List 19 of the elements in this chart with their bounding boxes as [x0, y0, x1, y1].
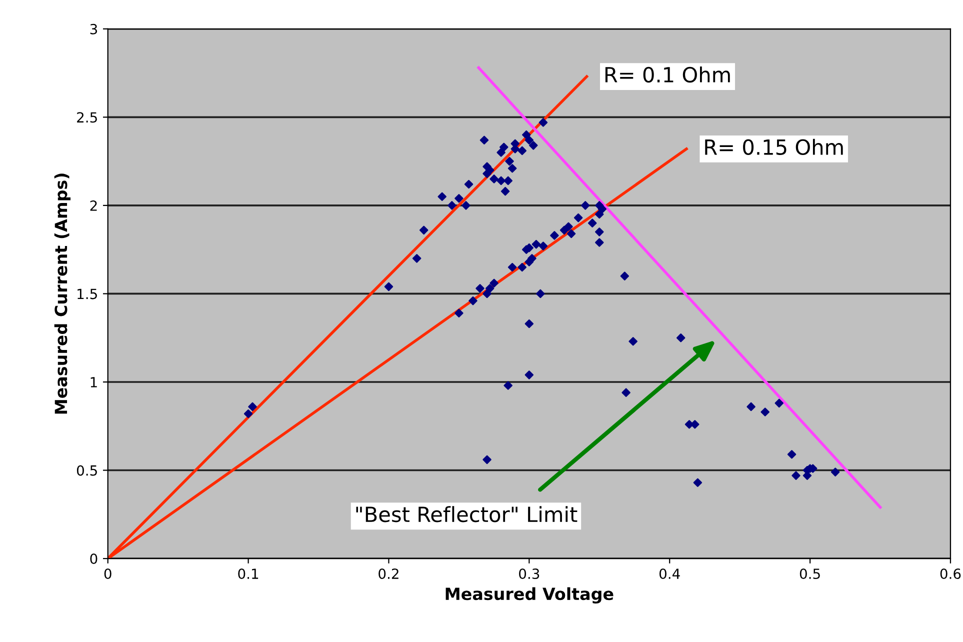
- y-tick-label: 3: [90, 24, 98, 34]
- x-axis-title: Measured Voltage: [446, 587, 614, 604]
- y-tick-label: 2.5: [77, 112, 97, 123]
- x-tick-label: 0: [104, 568, 112, 580]
- x-tick-label: 0.2: [378, 568, 398, 580]
- y-tick-label: 0.5: [76, 465, 97, 476]
- x-tick-label: 0.3: [519, 568, 540, 580]
- series-label: R= 0.15 Ohm: [705, 138, 843, 155]
- x-tick-label: 0.6: [940, 568, 961, 580]
- y-tick-label: 0: [90, 554, 98, 564]
- x-tick-label: 0.4: [659, 568, 680, 580]
- y-tick-label: 1.5: [78, 288, 97, 300]
- x-tick-label: 0.1: [238, 568, 258, 580]
- annotation: "Best Reflector" Limit: [356, 506, 578, 522]
- y-axis-title: Measured Current (Amps): [54, 174, 70, 414]
- x-tick-label: 0.5: [800, 568, 820, 580]
- series-label: R= 0.1 Ohm: [605, 66, 730, 83]
- y-tick-label: 1: [90, 377, 97, 388]
- y-tick-label: 2: [90, 200, 97, 211]
